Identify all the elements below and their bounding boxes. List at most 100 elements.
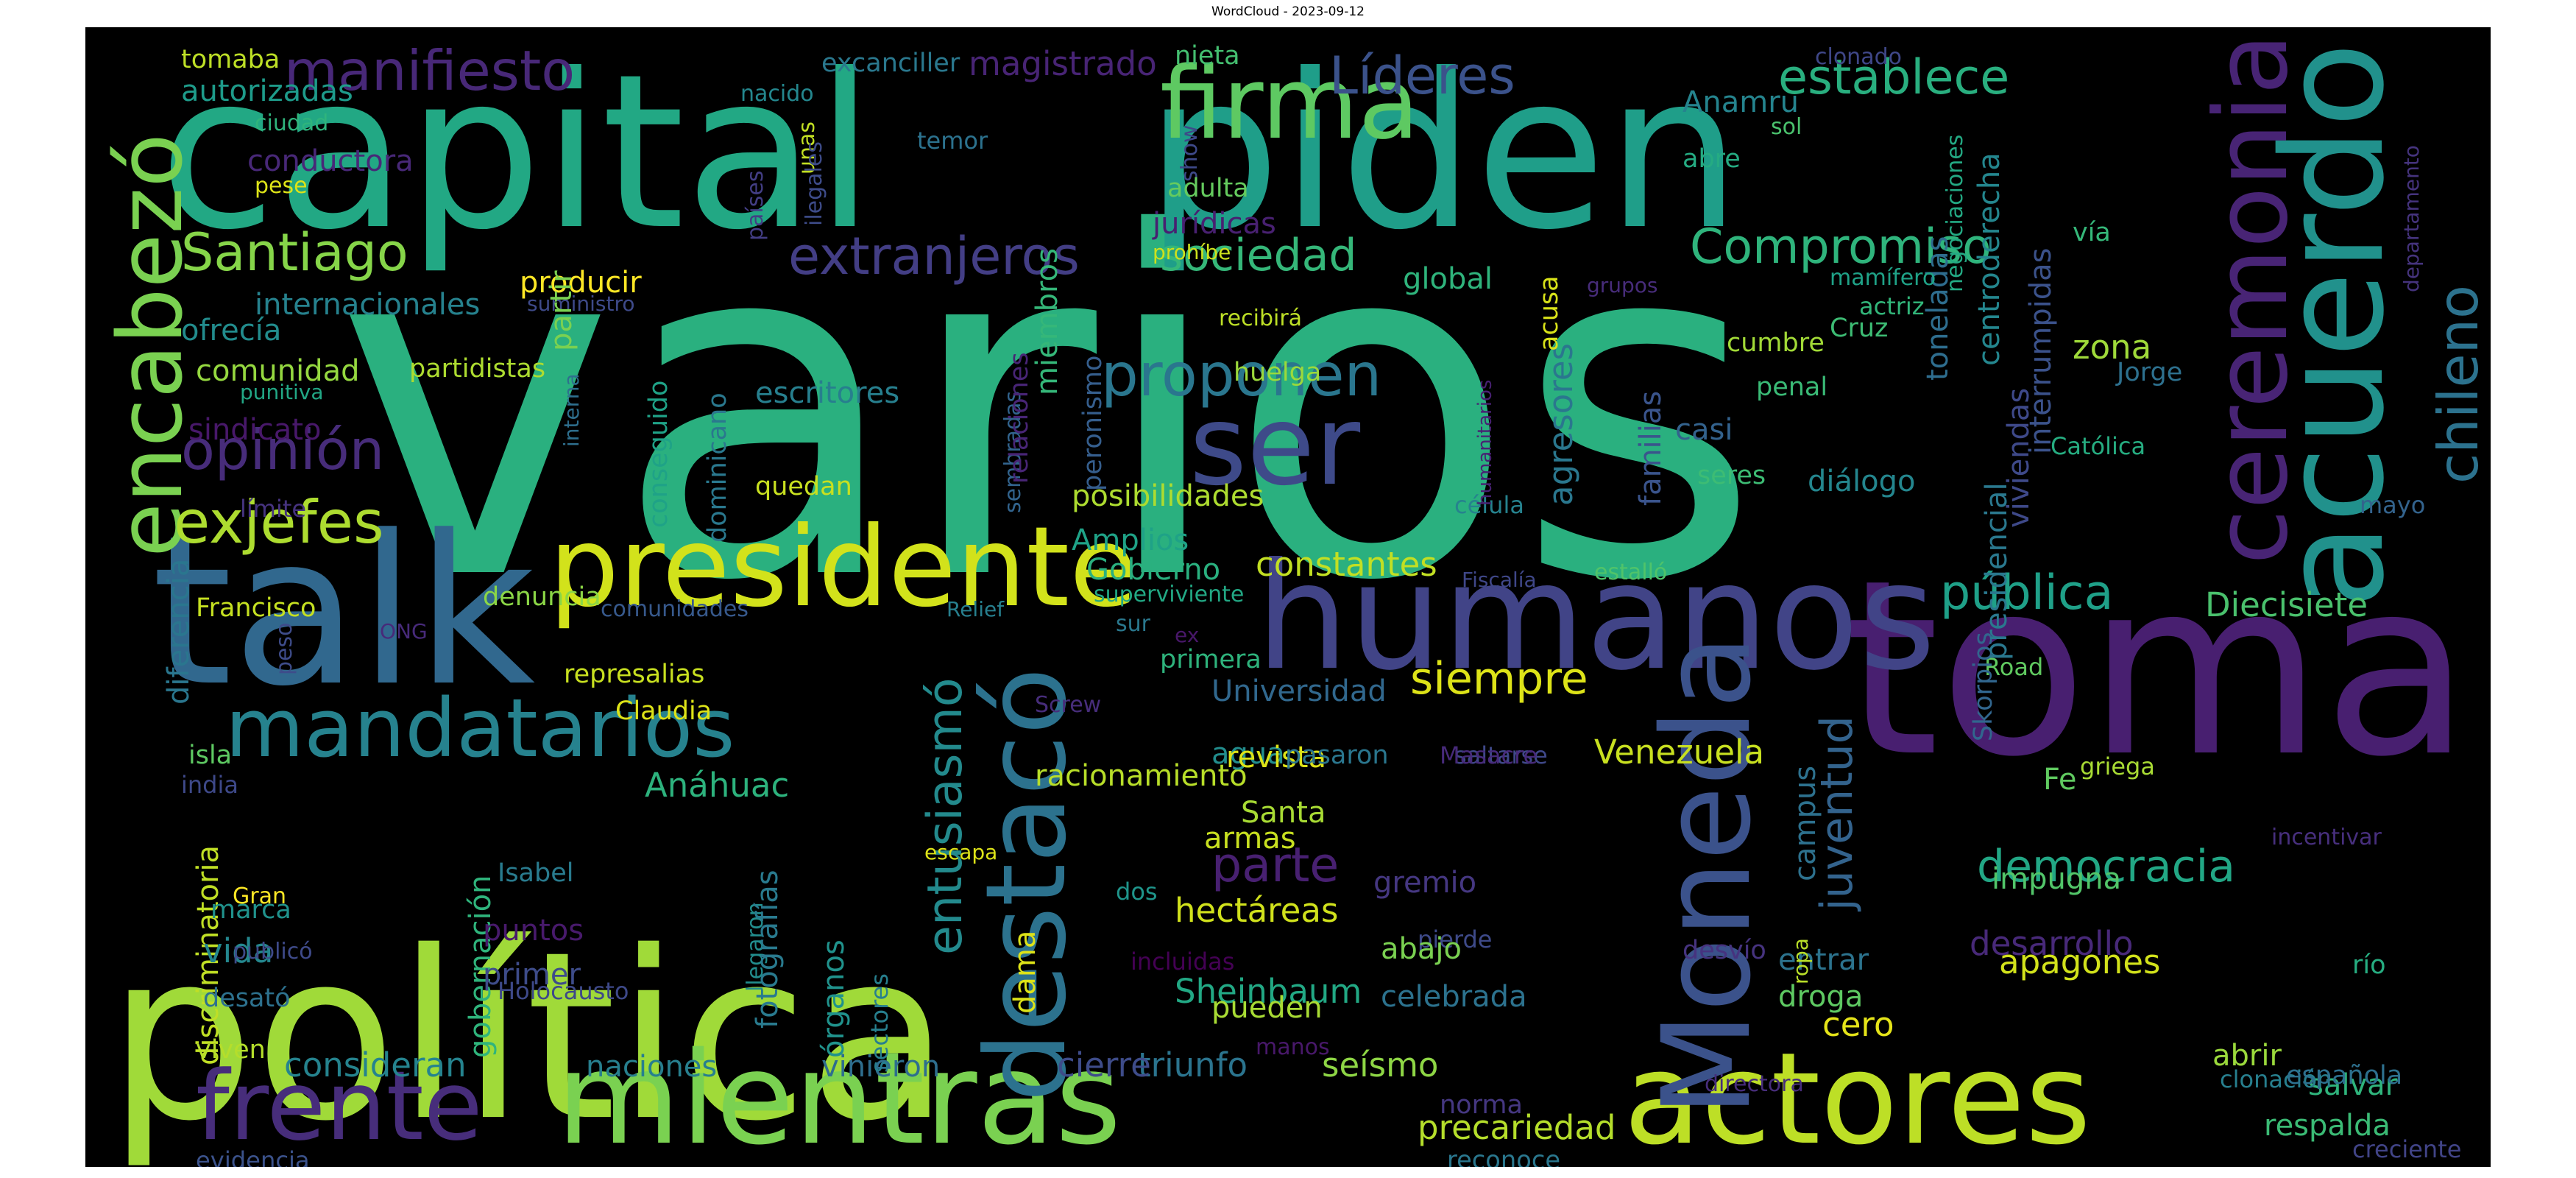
word-26: proponen: [1101, 341, 1381, 409]
word-33: democracia: [1977, 841, 2235, 892]
word-191: celebrada: [1381, 980, 1527, 1014]
word-44: posibilidades: [1072, 479, 1264, 513]
word-145: conseguido: [644, 381, 673, 528]
word-121: prohíbe: [1153, 240, 1231, 264]
word-85: cumbre: [1727, 328, 1825, 358]
word-199: evidencia: [196, 1146, 310, 1167]
word-158: peso: [272, 623, 297, 675]
word-111: ciudad: [255, 110, 328, 136]
word-55: desarrollo: [1970, 924, 2134, 963]
word-4: toma: [1844, 528, 2471, 810]
word-115: unas: [794, 121, 820, 174]
word-35: parte: [1211, 838, 1339, 893]
word-130: sindicato: [188, 413, 321, 447]
word-21: Santiago: [181, 222, 408, 283]
word-140: miembros: [1030, 248, 1064, 395]
word-28: establece: [1778, 50, 2009, 105]
word-79: Masacre: [1440, 741, 1538, 769]
word-165: pasaron: [1285, 741, 1389, 770]
word-133: interna: [559, 373, 584, 447]
word-148: comunidades: [601, 596, 749, 622]
word-108: nacido: [740, 81, 814, 107]
word-122: recibirá: [1219, 306, 1302, 331]
word-196: española: [2286, 1061, 2402, 1090]
word-107: excanciller: [821, 49, 960, 78]
word-54: apagones: [1999, 942, 2160, 981]
word-50: triunfo: [1138, 1045, 1248, 1084]
word-187: pueden: [1211, 991, 1323, 1025]
word-185: incluidas: [1130, 948, 1234, 976]
word-9: presidente: [549, 504, 1137, 632]
word-144: superviviente: [1094, 582, 1244, 607]
word-129: punitiva: [240, 380, 324, 404]
word-93: mayo: [2360, 491, 2425, 519]
word-37: Diecisiete: [2205, 585, 2368, 624]
word-142: relaciones: [1005, 352, 1034, 484]
word-92: Jorge: [2115, 358, 2182, 387]
word-139: Amplios: [1072, 523, 1189, 557]
word-80: agresores: [1541, 343, 1580, 506]
word-190: abajo: [1381, 932, 1462, 966]
word-167: armas: [1204, 822, 1296, 856]
word-38: Venezuela: [1594, 733, 1764, 772]
word-61: salvar: [2308, 1068, 2398, 1102]
word-157: Claudia: [615, 696, 712, 726]
word-66: Road: [1984, 653, 2043, 681]
word-184: dos: [1116, 878, 1158, 906]
word-77: Fiscalía: [1462, 568, 1537, 592]
word-7: talk: [152, 492, 535, 732]
word-109: tomaba: [181, 45, 280, 74]
word-149: Relief: [946, 597, 1005, 621]
word-84: humanitarios: [1474, 380, 1496, 506]
word-34: entusiasmó: [918, 677, 973, 955]
word-123: global: [1403, 262, 1493, 296]
word-103: clonado: [1815, 44, 1902, 70]
word-189: pierde: [1418, 925, 1492, 953]
word-112: conductora: [247, 144, 414, 178]
word-83: acusa: [1535, 275, 1564, 351]
word-136: quedan: [755, 472, 852, 501]
word-188: gremio: [1373, 866, 1476, 900]
word-68: griega: [2080, 752, 2155, 780]
word-11: acuerdo: [2252, 42, 2415, 609]
word-137: huelga: [1234, 358, 1321, 387]
word-186: escapa: [924, 840, 997, 864]
word-63: río: [2352, 950, 2386, 980]
word-128: comunidad: [196, 354, 360, 388]
word-117: ilegales: [802, 141, 827, 226]
word-182: sectores: [866, 973, 894, 1073]
word-41: Anáhuac: [645, 766, 789, 805]
word-143: peronismo: [1078, 356, 1108, 491]
word-86: zona: [2073, 328, 2151, 367]
word-113: pese: [255, 173, 308, 199]
word-96: mamífero: [1830, 265, 1936, 291]
word-76: estalló: [1594, 560, 1667, 585]
word-178: Holocausto: [498, 977, 629, 1005]
word-67: Fe: [2043, 763, 2076, 797]
word-104: Anamru: [1682, 85, 1799, 119]
word-127: ofrecía: [181, 314, 281, 348]
word-22: manifiesto: [284, 38, 575, 103]
word-183: dama: [1008, 931, 1042, 1014]
word-159: sur: [1116, 611, 1151, 637]
word-131: partidistas: [409, 354, 545, 384]
word-72: toneladas: [1921, 236, 1955, 381]
word-0: política: [107, 903, 950, 1167]
word-174: desató: [203, 984, 291, 1013]
word-141: sembradas: [1000, 391, 1026, 513]
word-56: impugna: [1992, 862, 2121, 896]
word-52: seísmo: [1322, 1045, 1438, 1084]
word-20: exjefes: [174, 488, 384, 557]
word-2: capital: [159, 29, 874, 277]
word-192: ropa: [1788, 938, 1813, 984]
word-87: casi: [1675, 413, 1733, 447]
word-180: órganos: [817, 939, 851, 1058]
word-23: opinión: [181, 417, 384, 482]
word-5: actores: [1624, 1025, 2091, 1167]
word-78: saltarse: [1454, 741, 1548, 769]
word-8: humanos: [1256, 532, 1936, 703]
word-118: show: [1177, 124, 1203, 182]
word-193: desvío: [1682, 936, 1766, 965]
word-151: ONG: [380, 619, 428, 643]
word-171: Isabel: [498, 858, 573, 888]
